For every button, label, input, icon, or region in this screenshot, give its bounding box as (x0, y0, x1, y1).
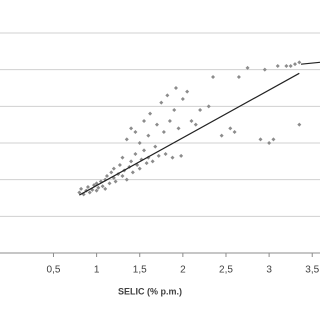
point (236, 75, 241, 79)
point (297, 60, 302, 65)
point (185, 89, 190, 94)
point (232, 130, 237, 134)
point (159, 100, 164, 105)
point (137, 141, 142, 145)
point (77, 190, 82, 195)
point (130, 170, 135, 175)
point (144, 161, 149, 166)
point (153, 144, 158, 149)
point (161, 130, 166, 134)
point (258, 137, 263, 142)
point (150, 159, 155, 164)
point (267, 141, 272, 145)
point (85, 185, 90, 189)
point (179, 153, 184, 158)
point (103, 186, 108, 191)
x-tick-label: 1,5 (133, 265, 147, 276)
point (165, 93, 170, 98)
point (109, 170, 114, 175)
x-tick-label: 0,5 (47, 265, 61, 276)
point (100, 184, 105, 189)
point (129, 126, 134, 131)
x-tick-label: 2 (180, 265, 186, 276)
point (124, 177, 129, 182)
point (219, 133, 224, 138)
point (262, 67, 267, 72)
point (172, 108, 177, 112)
point (154, 122, 159, 127)
point (87, 190, 92, 195)
x-tick-label: 3 (266, 265, 272, 276)
point (120, 155, 125, 160)
point (297, 122, 302, 127)
point (271, 137, 276, 142)
point (117, 163, 122, 167)
point (137, 166, 142, 171)
x-tick-label: 2,5 (219, 265, 233, 276)
point (228, 126, 233, 131)
point (288, 64, 293, 68)
x-tick-label: 1 (94, 265, 100, 276)
point (94, 188, 99, 193)
point (284, 64, 289, 68)
point (156, 153, 161, 158)
point (275, 64, 280, 68)
point (142, 119, 147, 123)
point (189, 119, 194, 123)
point (133, 152, 138, 156)
point (111, 166, 116, 171)
point (79, 186, 84, 191)
x-tick-label: 3,5 (305, 265, 319, 276)
point (173, 86, 178, 90)
point (245, 65, 250, 70)
point (148, 111, 153, 116)
point (146, 133, 151, 138)
point (167, 119, 172, 123)
point (129, 159, 134, 164)
point (206, 104, 211, 109)
trend-line (79, 72, 300, 196)
point (176, 126, 181, 131)
point (96, 185, 101, 190)
x-axis-label: SELIC (% p.m.) (118, 286, 182, 296)
point (133, 130, 138, 134)
point (211, 75, 216, 79)
point (163, 152, 168, 156)
trend-line (300, 61, 320, 65)
point (107, 181, 112, 186)
point (292, 62, 297, 67)
point (198, 108, 203, 112)
point (124, 137, 129, 142)
point (113, 179, 118, 184)
point (104, 174, 109, 178)
point (120, 174, 125, 178)
point (180, 97, 185, 101)
point (142, 148, 147, 153)
point (170, 155, 175, 160)
point (193, 122, 198, 127)
